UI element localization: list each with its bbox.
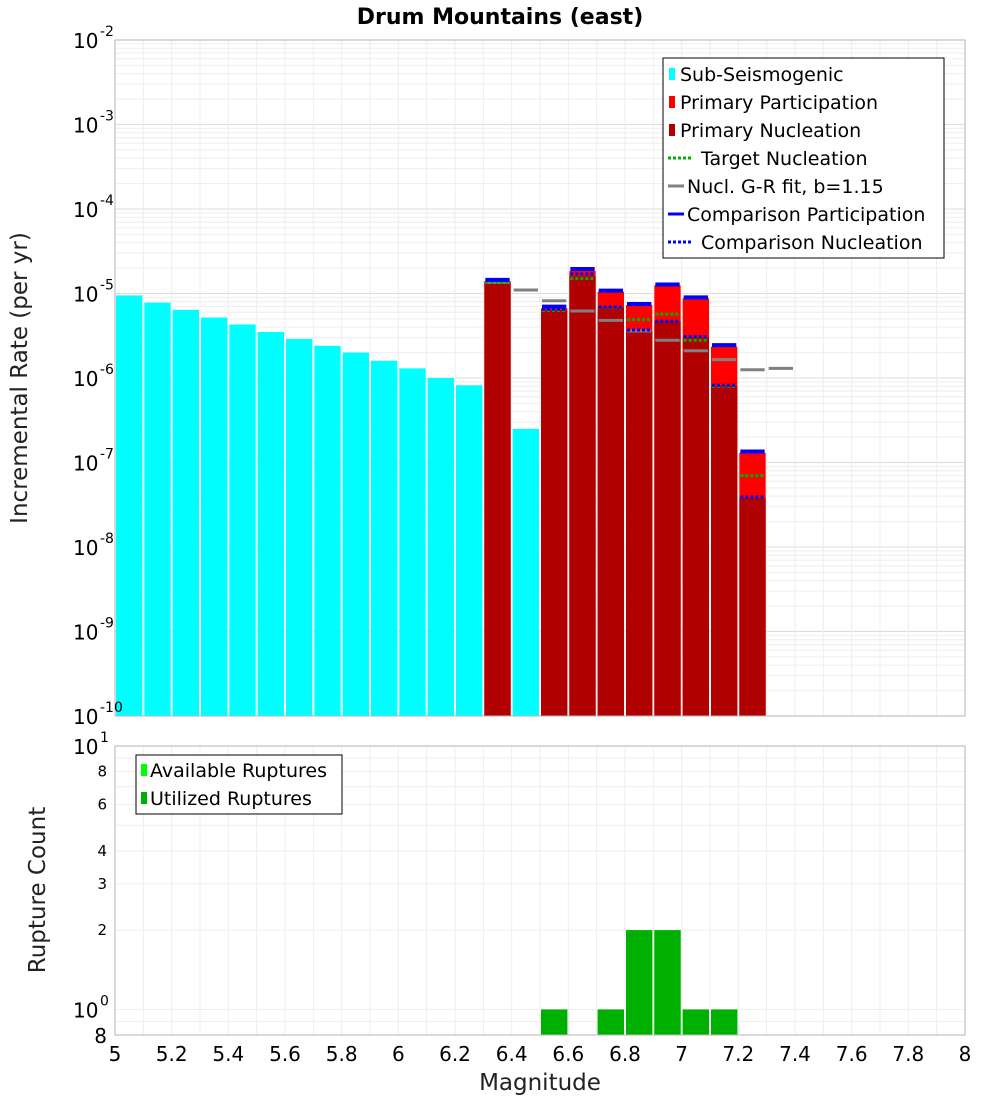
utilized-ruptures-bar [597,1009,624,1035]
sub-seismogenic-bar [116,295,143,716]
top-y-tick-exponent: -2 [100,24,114,40]
sub-seismogenic-bar [144,302,171,716]
top-legend-box [662,57,945,259]
top-y-tick-exponent: -10 [100,700,123,716]
top-plot-border [114,39,966,717]
top-y-tick-label: 10 [73,114,98,138]
chart-title: Drum Mountains (east) [357,5,644,30]
top-y-tick-label: 10 [73,198,98,222]
utilized-ruptures-bar [711,1009,738,1035]
x-tick-label: 7.6 [836,1042,868,1066]
legend-label: Comparison Participation [687,204,925,226]
x-tick-label: 6.2 [439,1042,471,1066]
sub-seismogenic-bar [172,309,199,716]
legend-label: Primary Nucleation [680,120,861,142]
primary-nucleation-bar [682,337,709,716]
legend-swatch [669,124,675,136]
top-y-axis-label: Incremental Rate (per yr) [7,232,33,524]
primary-nucleation-bar [654,321,681,716]
legend-label: Nucl. G-R fit, b=1.15 [687,176,884,198]
top-y-tick-label: 10 [73,621,98,645]
x-tick-label: 7 [675,1042,688,1066]
x-tick-label: 5.4 [212,1042,244,1066]
bottom-legend-box [135,754,343,815]
bottom-plot-border [114,745,966,1036]
primary-nucleation-bar [711,386,738,716]
top-y-tick-label: 10 [73,452,98,476]
legend-label: Primary Participation [680,92,878,114]
top-y-tick-label: 10 [73,367,98,391]
primary-nucleation-bar [597,307,624,716]
x-tick-label: 7.8 [892,1042,924,1066]
x-tick-label: 6.8 [609,1042,641,1066]
bottom-y-tick-exponent: 0 [100,993,109,1009]
top-y-tick-exponent: -3 [100,109,114,125]
top-y-tick-exponent: -5 [100,278,114,294]
x-tick-label: 5.2 [156,1042,188,1066]
top-y-tick-exponent: -6 [100,362,114,378]
legend-label: Comparison Nucleation [701,232,923,254]
top-y-tick-exponent: -8 [100,531,114,547]
top-y-tick-label: 10 [73,705,98,729]
bottom-y-tick-label: 4 [97,842,107,860]
utilized-ruptures-bar [626,930,653,1035]
x-tick-label: 6.6 [552,1042,584,1066]
bottom-y-tick-label: 8 [94,1024,107,1048]
x-tick-label: 7.2 [722,1042,754,1066]
sub-seismogenic-bar [342,352,369,716]
x-tick-label: 6 [392,1042,405,1066]
top-y-tick-exponent: -9 [100,616,114,632]
sub-seismogenic-bar [229,324,256,716]
primary-nucleation-bar [569,276,596,716]
top-y-tick-exponent: -7 [100,447,114,463]
primary-nucleation-bar [739,498,766,716]
sub-seismogenic-bar [201,317,228,716]
sub-seismogenic-bar [427,378,454,716]
bottom-y-tick-label: 10 [73,735,98,759]
x-tick-label: 5.6 [269,1042,301,1066]
x-tick-label: 7.4 [779,1042,811,1066]
bottom-y-tick-label: 10 [73,998,98,1022]
legend-swatch [141,792,147,804]
legend-swatch [141,764,147,776]
sub-seismogenic-bar [512,428,539,716]
sub-seismogenic-bar [371,360,398,716]
legend-label: Target Nucleation [700,148,868,170]
primary-nucleation-bar [541,310,568,716]
sub-seismogenic-bar [286,338,313,716]
primary-nucleation-bar [626,330,653,716]
sub-seismogenic-bar [314,345,341,716]
bottom-y-tick-label: 3 [97,875,107,893]
top-y-tick-label: 10 [73,29,98,53]
legend-swatch [669,68,675,80]
utilized-ruptures-bar [682,1009,709,1035]
legend-label: Available Ruptures [150,760,327,782]
primary-nucleation-bar [484,282,511,716]
sub-seismogenic-bar [399,368,426,716]
legend-label: Utilized Ruptures [150,788,312,810]
bottom-y-axis-label: Rupture Count [25,807,51,973]
bottom-y-tick-label: 8 [97,763,107,781]
top-y-tick-label: 10 [73,536,98,560]
bottom-y-tick-label: 2 [97,921,107,939]
x-tick-label: 8 [959,1042,972,1066]
sub-seismogenic-bar [456,385,483,716]
x-tick-label: 5 [109,1042,122,1066]
bottom-y-tick-label: 6 [97,795,107,813]
legend-swatch [669,96,675,108]
bottom-y-tick-exponent: 1 [100,730,109,746]
x-tick-label: 5.8 [326,1042,358,1066]
x-axis-label: Magnitude [479,1070,601,1096]
legend-label: Sub-Seismogenic [680,64,844,86]
sub-seismogenic-bar [257,332,284,716]
top-y-tick-exponent: -4 [100,193,114,209]
x-tick-label: 6.4 [496,1042,528,1066]
utilized-ruptures-bar [541,1009,568,1035]
utilized-ruptures-bar [654,930,681,1035]
top-y-tick-label: 10 [73,283,98,307]
